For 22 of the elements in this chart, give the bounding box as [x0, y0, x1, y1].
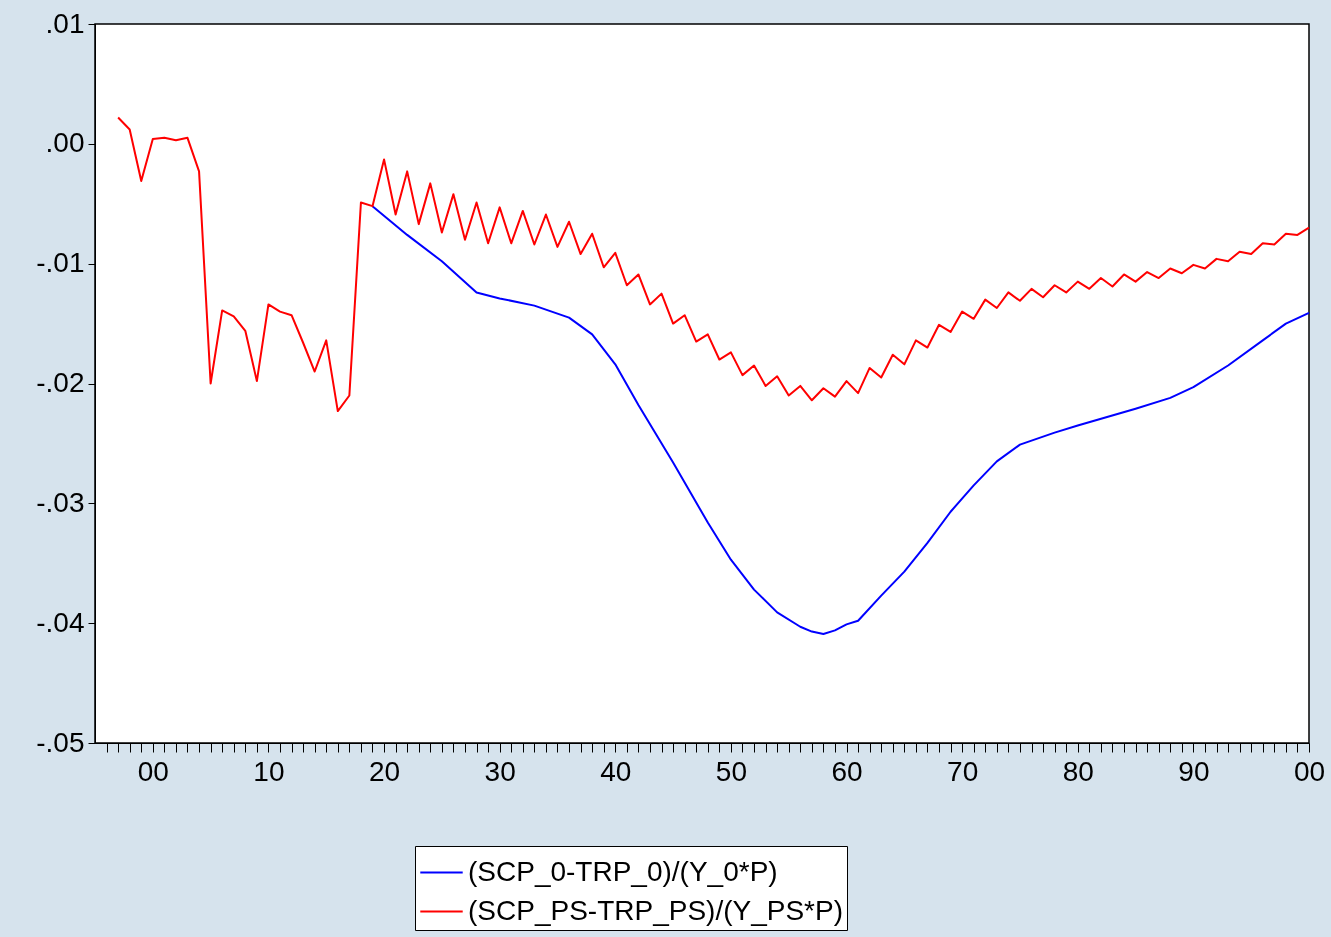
x-tick-label: 20 [368, 755, 401, 787]
x-tick-label: 50 [715, 755, 747, 787]
y-tick-label: -.05 [36, 726, 85, 758]
y-tick-label: -.03 [36, 486, 85, 518]
y-tick-label: -.01 [36, 247, 85, 279]
x-tick-label: 90 [1178, 755, 1210, 787]
y-tick-label: .01 [45, 7, 85, 39]
line-series [371, 205, 1310, 635]
x-tick-label: 00 [137, 755, 169, 787]
legend-label: (SCP_0-TRP_0)/(Y_0*P) [468, 855, 778, 887]
x-tick-label: 70 [947, 755, 979, 787]
x-tick-label: 40 [600, 755, 632, 787]
x-tick-label: 10 [253, 755, 285, 787]
line-series [117, 116, 1310, 413]
y-tick-label: -.04 [36, 606, 85, 638]
x-tick-label: 30 [484, 755, 516, 787]
x-tick-label: 00 [1293, 755, 1326, 787]
x-tick-label: 80 [1062, 755, 1094, 787]
y-tick-label: .00 [45, 127, 85, 159]
y-tick-label: -.02 [36, 367, 85, 398]
x-tick-label: 60 [831, 755, 863, 787]
legend-label: (SCP_PS-TRP_PS)/(Y_PS*P) [468, 894, 843, 926]
